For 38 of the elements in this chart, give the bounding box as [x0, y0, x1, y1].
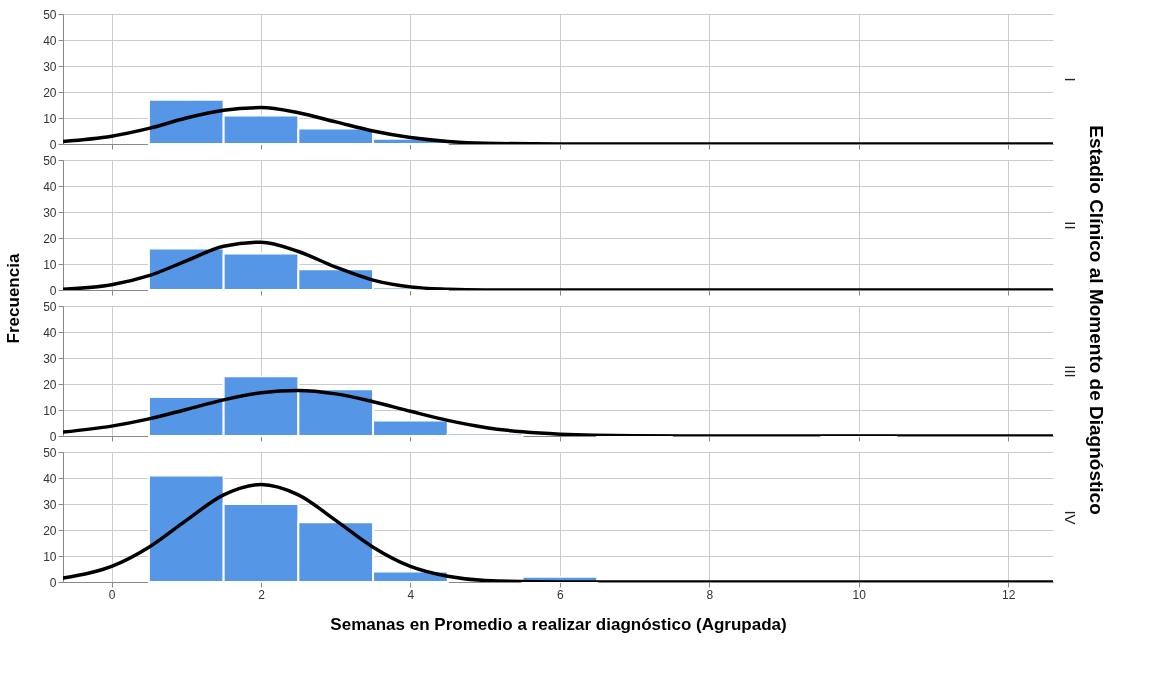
text: Estadio Clínico al Momento de Diagnóstico — [1086, 125, 1107, 515]
y-tick-label: 50 — [43, 445, 57, 460]
y-tick-label: 20 — [43, 377, 57, 392]
x-axis-title: Semanas en Promedio a realizar diagnóstico (Agrupada) — [330, 614, 787, 634]
y-tick-label: 20 — [43, 85, 57, 100]
y-tick-label: 40 — [43, 471, 57, 486]
y-tick-label: 0 — [49, 137, 57, 152]
x-tick-label: 2 — [258, 587, 266, 602]
x-tick-label: 6 — [557, 587, 565, 602]
x-tick-label: 4 — [407, 587, 415, 602]
y-tick-label: 30 — [43, 497, 57, 512]
y-tick-label: 10 — [43, 549, 57, 564]
y2-axis-title: III — [1061, 365, 1079, 378]
y-tick-label: 20 — [43, 523, 57, 538]
y-tick-label: 50 — [43, 299, 57, 314]
y2-axis-title: IV — [1061, 510, 1079, 525]
y-tick-label: 30 — [43, 59, 57, 74]
y-tick-label: 10 — [43, 403, 57, 418]
y-tick-label: 40 — [43, 179, 57, 194]
y2-axis-title: II — [1061, 221, 1079, 230]
y-tick-label: 20 — [43, 231, 57, 246]
x-tick-label: 8 — [706, 587, 714, 602]
y-tick-label: 40 — [43, 33, 57, 48]
y-tick-label: 10 — [43, 257, 57, 272]
y-tick-label: 10 — [43, 111, 57, 126]
y-tick-label: 0 — [49, 575, 57, 590]
y-tick-label: 50 — [43, 153, 57, 168]
y-tick-label: 0 — [49, 283, 57, 298]
y-tick-label: 30 — [43, 205, 57, 220]
x-tick-label: 0 — [108, 587, 116, 602]
y-tick-label: 0 — [49, 429, 57, 444]
y-tick-label: 30 — [43, 351, 57, 366]
y2-axis-title: I — [1061, 77, 1079, 82]
y-tick-label: 40 — [43, 325, 57, 340]
y-axis-title: Frecuencia — [4, 253, 24, 344]
x-tick-label: 12 — [1001, 587, 1016, 602]
y-tick-label: 50 — [43, 7, 57, 22]
x-tick-label: 10 — [852, 587, 867, 602]
